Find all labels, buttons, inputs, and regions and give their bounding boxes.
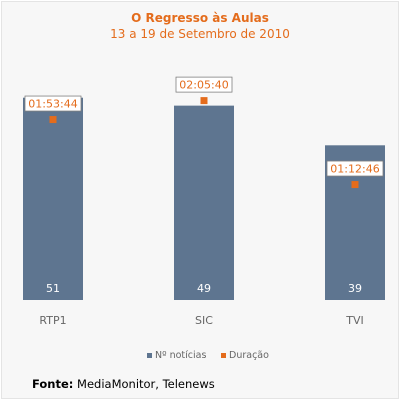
duration-label-box xyxy=(175,76,233,93)
chart-subtitle: 13 a 19 de Setembro de 2010 xyxy=(110,27,290,41)
category-label: TVI xyxy=(345,314,364,327)
category-label: RTP1 xyxy=(39,314,66,327)
legend-label-duracao: Duração xyxy=(229,350,269,361)
duration-point xyxy=(49,116,57,124)
category-label: SIC xyxy=(195,314,213,327)
bar-value-label: 39 xyxy=(348,282,362,295)
legend-swatch-noticias xyxy=(147,353,152,358)
bar-sic xyxy=(174,105,234,300)
legend-label-noticias: Nº notícias xyxy=(155,350,206,361)
duration-point xyxy=(200,97,208,105)
source-text: MediaMonitor, Telenews xyxy=(77,377,215,391)
chart-title: O Regresso às Aulas xyxy=(131,11,269,25)
bar-rtp1 xyxy=(23,97,83,300)
bar-value-label: 49 xyxy=(197,282,211,295)
source-label: Fonte: xyxy=(32,377,74,391)
legend-swatch-duracao xyxy=(221,353,226,358)
duration-label-box xyxy=(24,95,82,112)
duration-point xyxy=(351,181,359,189)
duration-label: 01:53:44 xyxy=(28,98,77,111)
bar-value-label: 51 xyxy=(46,282,60,295)
duration-label: 02:05:40 xyxy=(179,79,228,92)
source-note: Fonte: MediaMonitor, Telenews xyxy=(32,377,215,391)
duration-label-box xyxy=(326,160,384,177)
duration-label: 01:12:46 xyxy=(330,163,379,176)
